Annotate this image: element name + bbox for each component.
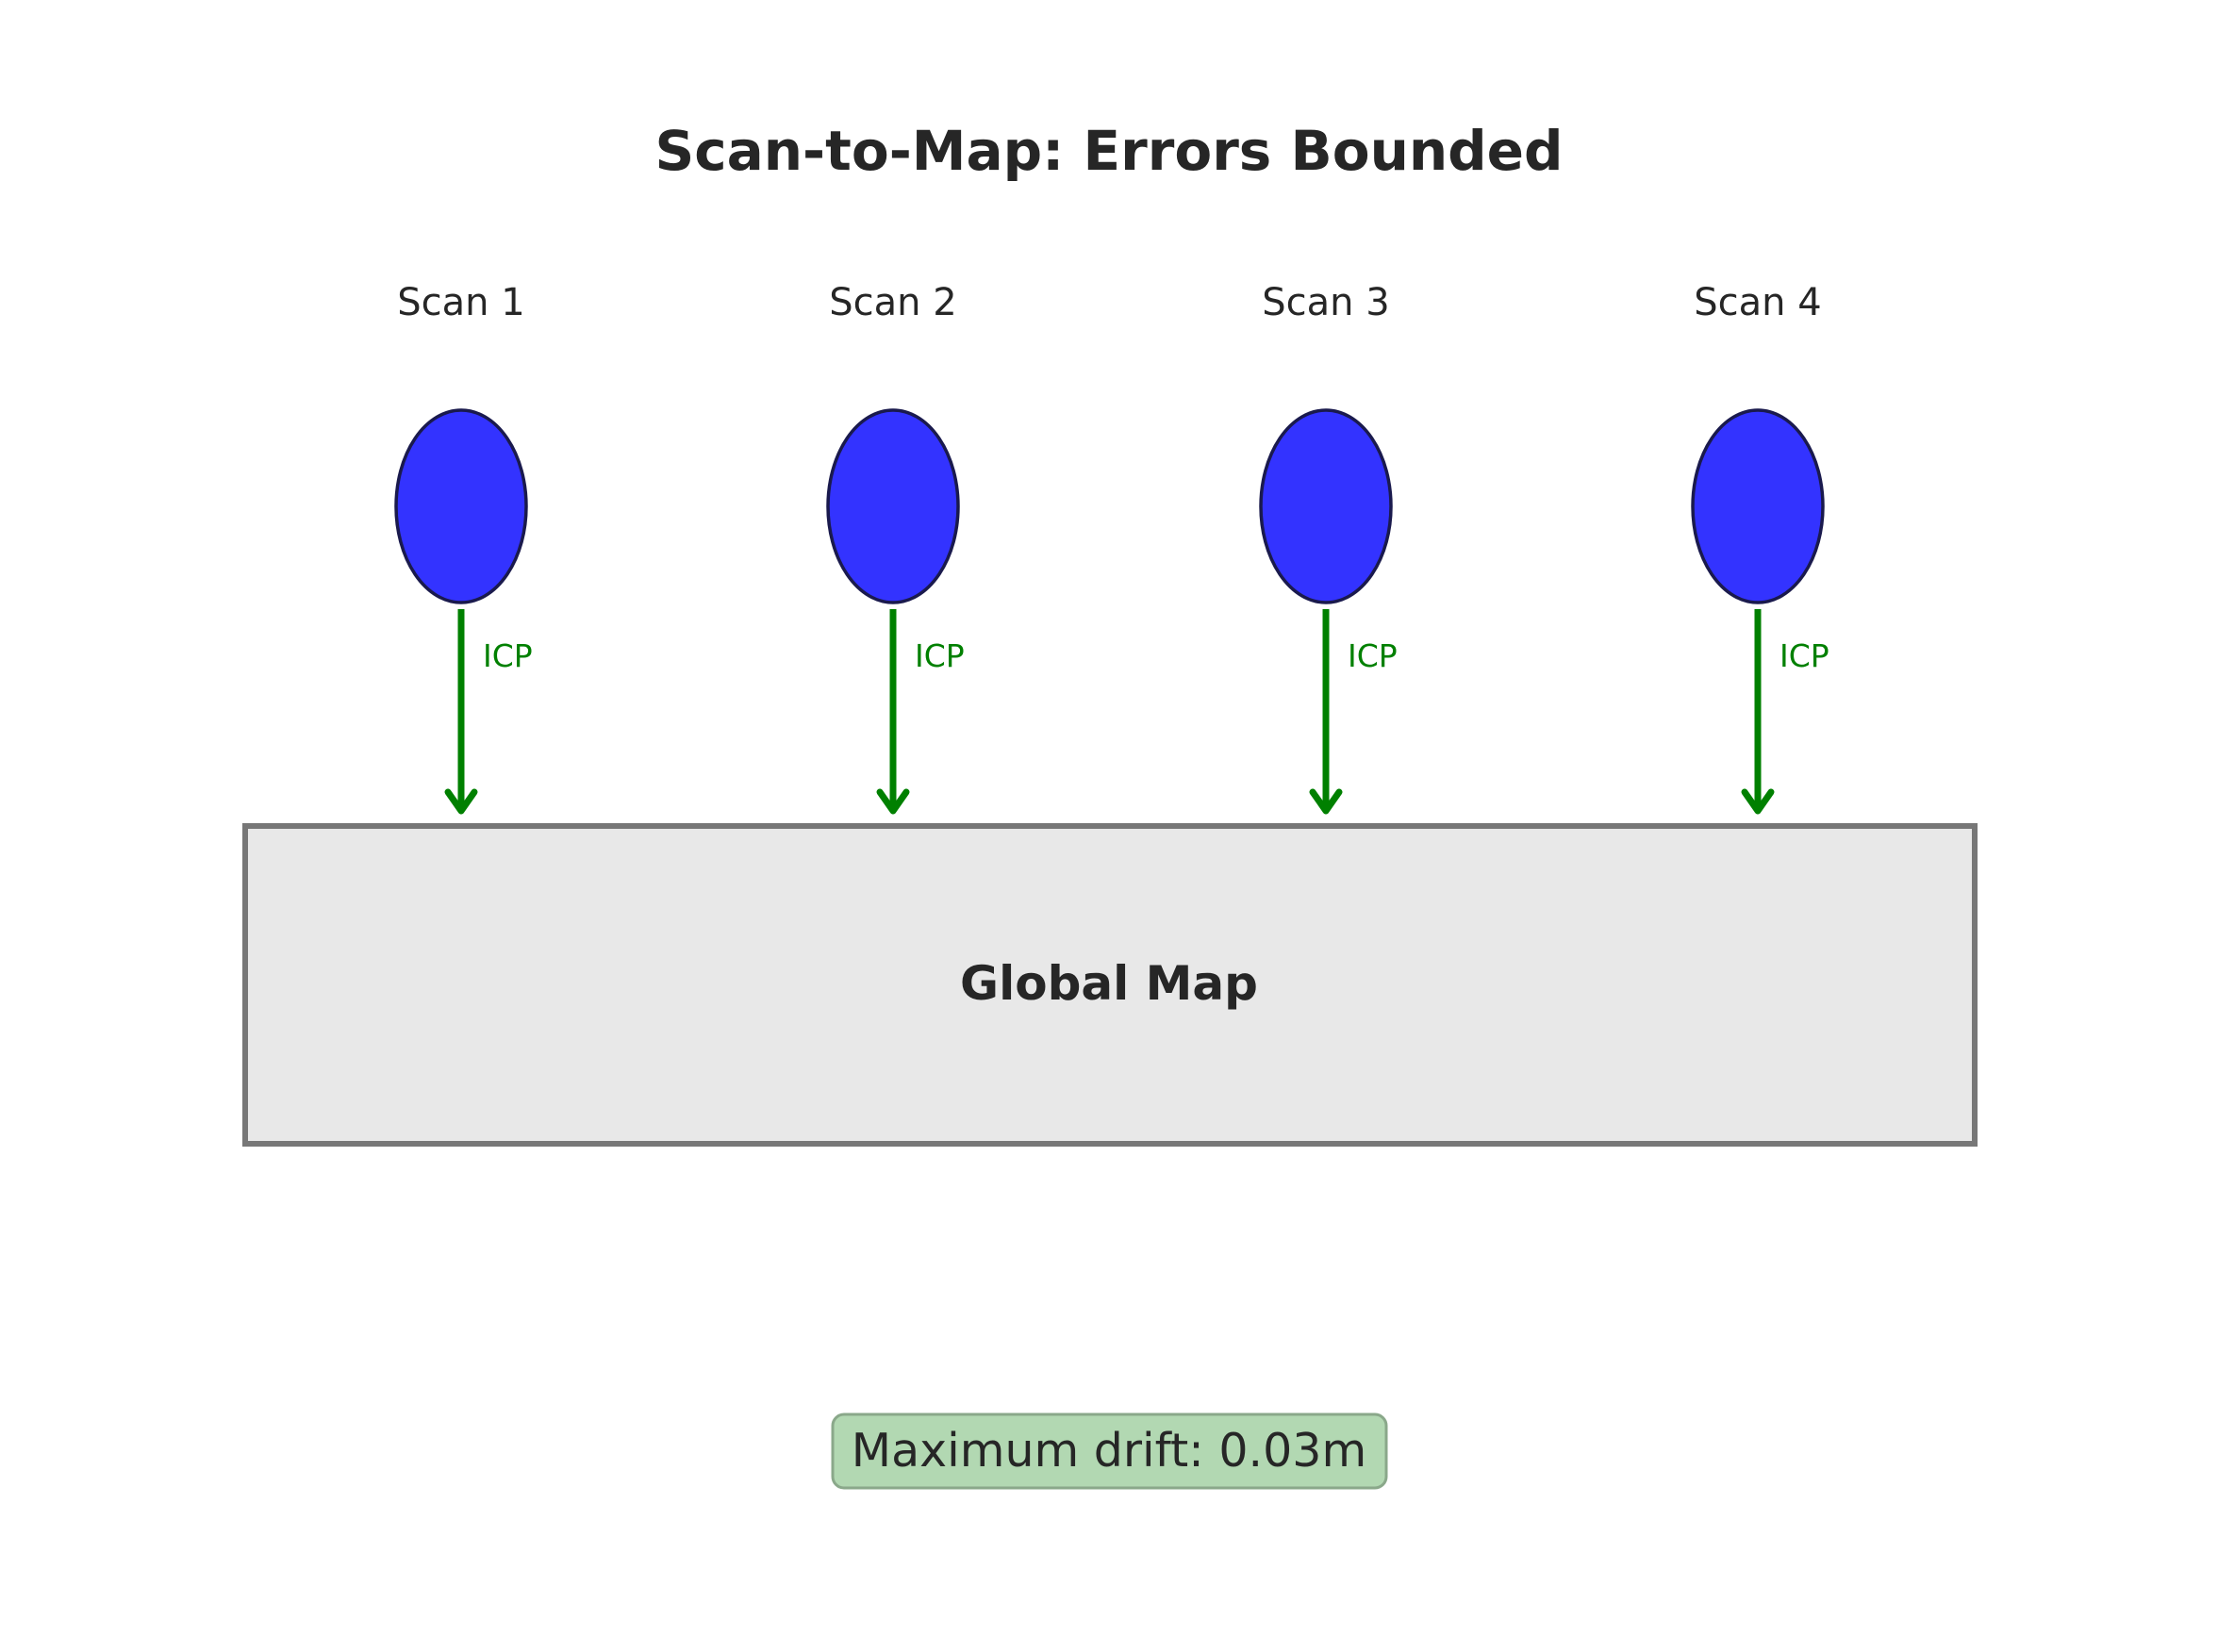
- scan-ellipse: [826, 408, 960, 604]
- scan-label: Scan 3: [1262, 281, 1389, 324]
- scan-node-4: Scan 4 ICP: [1691, 281, 1829, 815]
- icp-label: ICP: [915, 637, 965, 674]
- arrow-head-icon: [876, 788, 910, 815]
- scan-ellipse: [394, 408, 528, 604]
- arrow-head-icon: [1309, 788, 1343, 815]
- scan-label: Scan 4: [1694, 281, 1821, 324]
- icp-label: ICP: [1779, 637, 1829, 674]
- icp-label: ICP: [483, 637, 533, 674]
- scan-node-3: Scan 3 ICP: [1259, 281, 1398, 815]
- scan-label: Scan 2: [829, 281, 956, 324]
- scan-node-2: Scan 2 ICP: [826, 281, 965, 815]
- drift-label: Maximum drift: 0.03m: [852, 1424, 1366, 1478]
- scan-ellipse: [1691, 408, 1825, 604]
- arrow-head-icon: [1741, 788, 1775, 815]
- drift-badge-box: [831, 1412, 1388, 1490]
- scan-label: Scan 1: [397, 281, 524, 324]
- global-map: Global Map: [242, 823, 1978, 1147]
- global-map-label: Global Map: [960, 956, 1258, 1011]
- drift-badge: Maximum drift: 0.03m: [831, 1412, 1388, 1490]
- global-map-box: [242, 823, 1978, 1147]
- scan-node-1: Scan 1 ICP: [394, 281, 533, 815]
- icp-label: ICP: [1348, 637, 1398, 674]
- scan-ellipse: [1259, 408, 1393, 604]
- diagram-title: Scan-to-Map: Errors Bounded: [654, 119, 1563, 183]
- arrow-head-icon: [444, 788, 478, 815]
